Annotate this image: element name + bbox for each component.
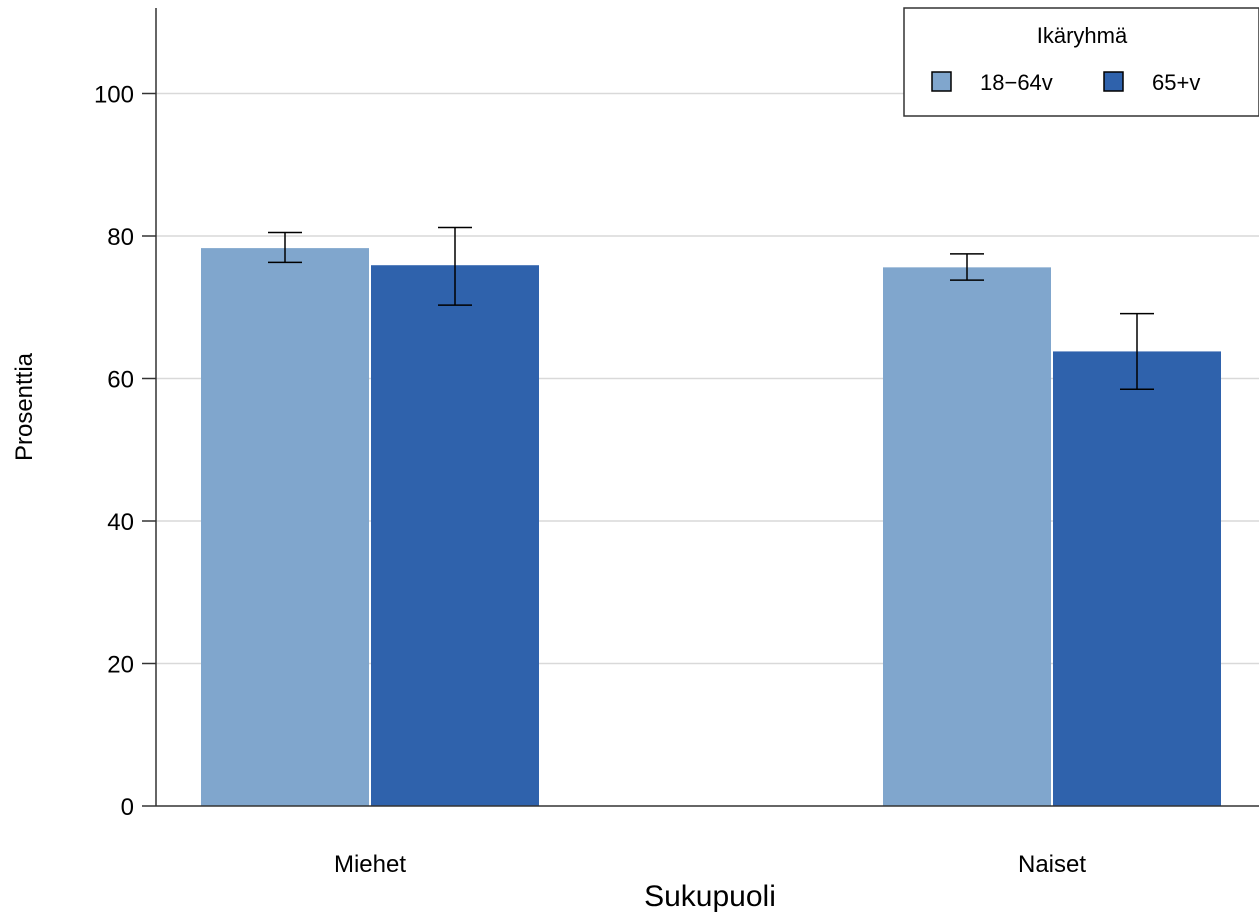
x-ticks: Miehet Naiset [334,851,1086,878]
legend-title: Ikäryhmä [1037,23,1128,48]
legend-swatch [931,71,952,92]
error-bar [438,226,472,306]
y-tick-label: 100 [94,82,134,109]
legend-item: 65+v [1103,70,1200,95]
legend-swatch [1103,71,1124,92]
bar [883,267,1051,807]
y-tick-label: 80 [107,224,134,251]
legend-label: 65+v [1152,70,1200,95]
x-tick-label: Naiset [1018,851,1086,878]
error-bars [268,226,1154,390]
x-tick-label: Miehet [334,851,406,878]
error-bar [950,253,984,281]
error-bar [268,231,302,264]
y-tick-label: 60 [107,367,134,394]
x-axis-title: Sukupuoli [644,880,776,913]
bar [201,248,369,807]
legend-items: 18−64v 65+v [931,70,1200,95]
legend-item: 18−64v [931,70,1053,95]
y-tick-label: 20 [107,652,134,679]
axes [155,8,1259,807]
bar [1053,351,1221,806]
y-ticks: 0 20 40 60 80 100 [94,82,156,821]
legend-label: 18−64v [980,70,1053,95]
legend: Ikäryhmä 18−64v 65+v [903,7,1259,117]
bar [371,265,539,806]
y-axis-title: Prosenttia [11,352,38,461]
y-tick-label: 40 [107,509,134,536]
legend-box [903,7,1259,117]
bars [201,248,1221,807]
error-bar [1120,312,1154,390]
y-tick-label: 0 [121,794,134,821]
